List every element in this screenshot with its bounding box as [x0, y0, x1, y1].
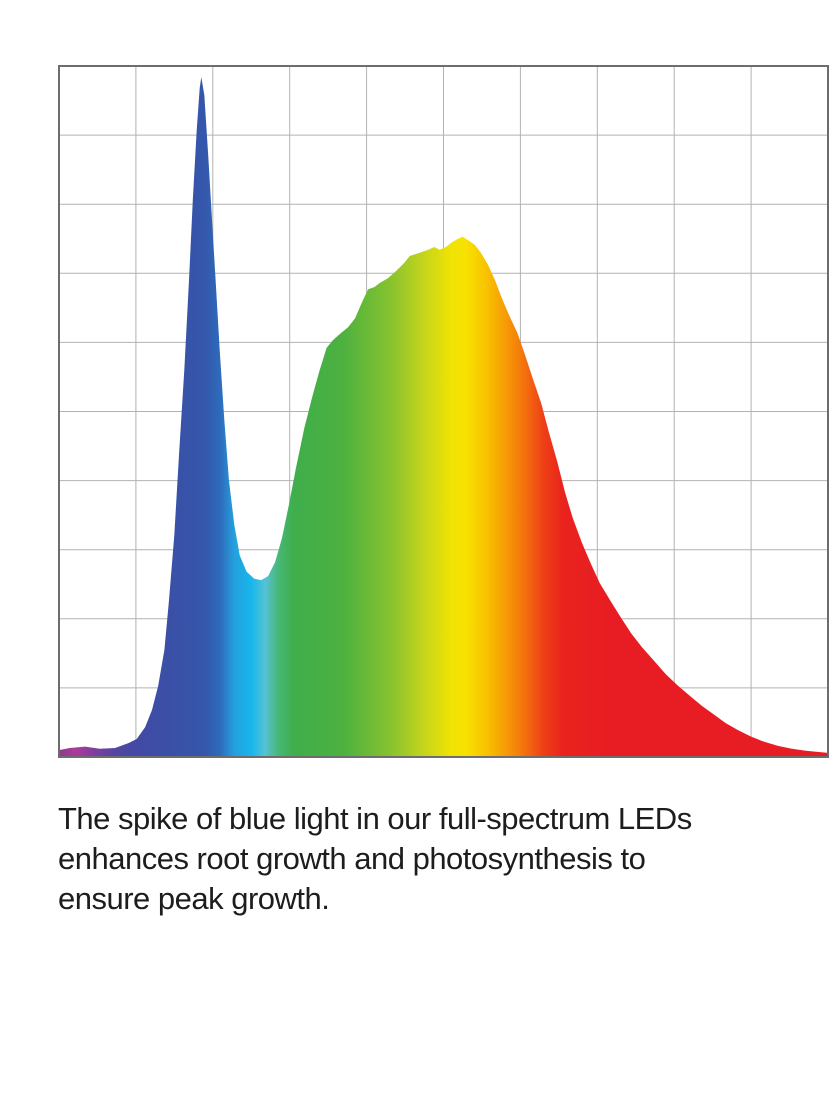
caption: The spike of blue light in our full-spec…: [58, 799, 798, 919]
spectrum-chart: [58, 65, 829, 758]
caption-line-1: The spike of blue light in our full-spec…: [58, 801, 692, 836]
caption-line-3: ensure peak growth.: [58, 881, 330, 916]
chart-border: [58, 65, 829, 758]
spectrum-area: [59, 77, 828, 757]
caption-line-2: enhances root growth and photosynthesis …: [58, 841, 646, 876]
